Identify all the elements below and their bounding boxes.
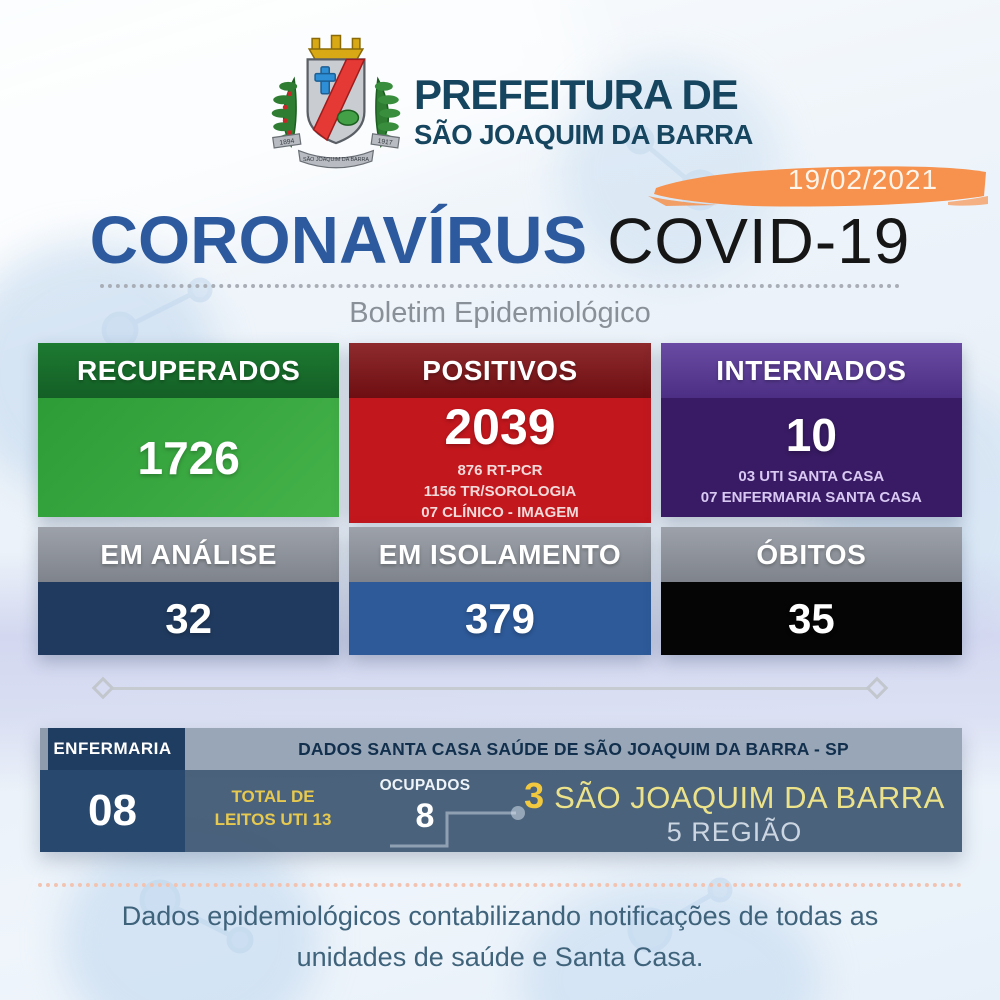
city-name: SÃO JOAQUIM DA BARRA xyxy=(554,780,945,815)
card-recuperados-body: 1726 xyxy=(38,398,340,517)
card-internados-body: 10 03 UTI SANTA CASA 07 ENFERMARIA SANTA… xyxy=(660,398,962,517)
city-crest-logo: 1894 1917 SÃO JOAQUIM DA BARRA xyxy=(271,34,401,169)
card-positivos-body: 2039 876 RT-PCR 1156 TR/SOROLOGIA 07 CLÍ… xyxy=(349,398,651,523)
card-positivos-details: 876 RT-PCR 1156 TR/SOROLOGIA 07 CLÍNICO … xyxy=(421,460,579,523)
diamond-icon xyxy=(865,676,889,700)
org-name: PREFEITURA DE SÃO JOAQUIM DA BARRA xyxy=(414,74,753,149)
detail-clinico: 07 CLÍNICO - IMAGEM xyxy=(421,504,579,521)
card-em-analise-label: EM ANÁLISE xyxy=(38,527,340,582)
santa-casa-panel: ENFERMARIA 08 DADOS SANTA CASA SAÚDE DE … xyxy=(40,728,962,852)
title-covid19: COVID-19 xyxy=(607,205,911,277)
detail-sorologia: 1156 TR/SOROLOGIA xyxy=(423,483,577,500)
card-em-isolamento-body: 379 xyxy=(349,582,651,655)
card-internados-value: 10 xyxy=(785,408,837,461)
date-badge: 19/02/2021 xyxy=(648,150,988,216)
card-obitos: ÓBITOS 35 xyxy=(660,527,962,655)
diamond-divider xyxy=(91,676,889,700)
enfermaria-value: 08 xyxy=(40,770,185,852)
card-em-isolamento: EM ISOLAMENTO 379 xyxy=(349,527,651,655)
santa-casa-main: DADOS SANTA CASA SAÚDE DE SÃO JOAQUIM DA… xyxy=(185,728,962,852)
stat-cards-grid: RECUPERADOS 1726 POSITIVOS 2039 876 RT-P… xyxy=(38,343,962,655)
footer-note: Dados epidemiológicos contabilizando not… xyxy=(0,896,1000,977)
santa-casa-body: TOTAL DE LEITOS UTI 13 OCUPADOS 8 3 SÃO … xyxy=(185,770,962,852)
connector-line xyxy=(390,806,525,848)
card-internados-details: 03 UTI SANTA CASA 07 ENFERMARIA SANTA CA… xyxy=(701,466,922,508)
card-recuperados: RECUPERADOS 1726 xyxy=(38,343,340,517)
city-line: 3 SÃO JOAQUIM DA BARRA xyxy=(515,775,954,816)
card-positivos: POSITIVOS 2039 876 RT-PCR 1156 TR/SOROLO… xyxy=(349,343,651,523)
card-recuperados-value: 1726 xyxy=(137,431,240,484)
diamond-icon xyxy=(91,676,115,700)
uti-total-label: TOTAL DE LEITOS UTI 13 xyxy=(214,787,332,829)
city-block: 3 SÃO JOAQUIM DA BARRA 5 REGIÃO xyxy=(515,775,954,848)
enfermaria-label: ENFERMARIA xyxy=(40,728,185,770)
card-internados: INTERNADOS 10 03 UTI SANTA CASA 07 ENFER… xyxy=(660,343,962,517)
org-name-line2: SÃO JOAQUIM DA BARRA xyxy=(414,119,753,150)
card-em-isolamento-value: 379 xyxy=(464,594,536,642)
enfermaria-column: ENFERMARIA 08 xyxy=(40,728,185,852)
footer-line2: unidades de saúde e Santa Casa. xyxy=(296,941,704,972)
title-row: CORONAVÍRUS COVID-19 xyxy=(0,202,1000,279)
santa-casa-title: DADOS SANTA CASA SAÚDE DE SÃO JOAQUIM DA… xyxy=(185,728,962,770)
bulletin-date: 19/02/2021 xyxy=(787,164,939,195)
card-em-analise: EM ANÁLISE 32 xyxy=(38,527,340,655)
detail-uti: 03 UTI SANTA CASA xyxy=(738,467,885,485)
svg-text:SÃO JOAQUIM DA BARRA: SÃO JOAQUIM DA BARRA xyxy=(303,156,369,163)
card-em-isolamento-label: EM ISOLAMENTO xyxy=(349,527,651,582)
crest-banner: SÃO JOAQUIM DA BARRA xyxy=(297,149,375,169)
card-internados-label: INTERNADOS xyxy=(660,343,962,398)
card-obitos-label: ÓBITOS xyxy=(660,527,962,582)
brush-stroke xyxy=(648,166,988,207)
title-coronavirus: CORONAVÍRUS xyxy=(89,203,588,278)
subtitle-boletim: Boletim Epidemiológico xyxy=(349,297,651,329)
card-em-analise-body: 32 xyxy=(38,582,340,655)
crest-crown xyxy=(307,34,365,61)
card-recuperados-label: RECUPERADOS xyxy=(38,343,340,398)
city-count: 3 xyxy=(524,775,545,816)
card-positivos-label: POSITIVOS xyxy=(349,343,651,398)
dotted-divider-top xyxy=(100,284,900,288)
detail-rtpcr: 876 RT-PCR xyxy=(457,462,543,479)
card-obitos-value: 35 xyxy=(787,594,835,642)
footer-line1: Dados epidemiológicos contabilizando not… xyxy=(121,901,879,931)
ocupados-value: 8 xyxy=(415,797,435,835)
card-em-analise-value: 32 xyxy=(165,594,213,642)
detail-enfermaria: 07 ENFERMARIA SANTA CASA xyxy=(700,488,922,506)
region-label: 5 REGIÃO xyxy=(666,817,803,848)
card-positivos-value: 2039 xyxy=(444,399,556,455)
org-name-line1: PREFEITURA DE xyxy=(414,71,739,118)
card-obitos-body: 35 xyxy=(660,582,962,655)
divider-line xyxy=(111,686,869,690)
crest-green-field xyxy=(336,109,360,126)
dotted-divider-bottom xyxy=(38,883,962,887)
